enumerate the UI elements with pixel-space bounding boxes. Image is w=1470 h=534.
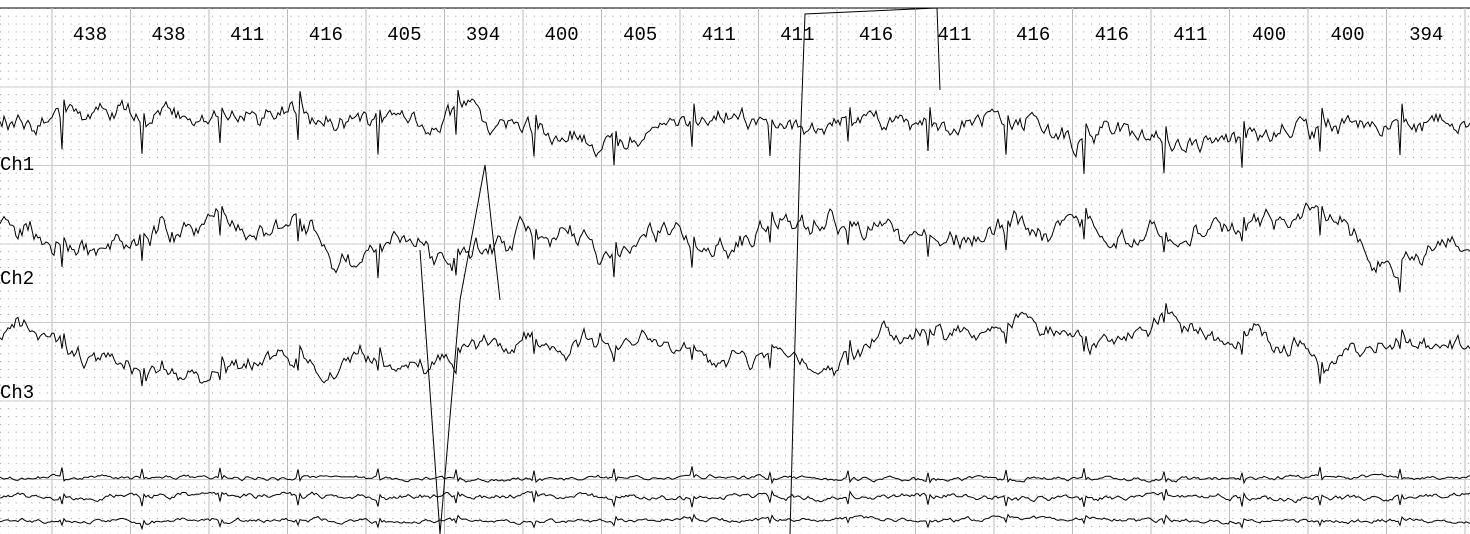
interval-label: 400 <box>1330 24 1364 46</box>
interval-label: 416 <box>1016 24 1050 46</box>
interval-label: 411 <box>780 24 814 46</box>
interval-label: 438 <box>151 24 185 46</box>
interval-label: 416 <box>309 24 343 46</box>
interval-label: 416 <box>859 24 893 46</box>
interval-label: 411 <box>1173 24 1207 46</box>
interval-label: 411 <box>702 24 736 46</box>
interval-label: 411 <box>230 24 264 46</box>
interval-label: 394 <box>466 24 500 46</box>
interval-label: 405 <box>623 24 657 46</box>
trace <box>0 303 1470 387</box>
interval-label: 405 <box>387 24 421 46</box>
channel-label: Ch1 <box>0 154 34 176</box>
interval-labels: 438 438 411 416 405 394 400 405 411 411 416 411 416 4… <box>73 24 1443 46</box>
trace <box>0 466 1470 485</box>
channel-labels: Ch1 Ch2 Ch3 <box>0 154 34 404</box>
interval-label: 400 <box>1252 24 1286 46</box>
major-grid <box>0 8 1470 534</box>
trace <box>0 202 1470 293</box>
trace <box>0 489 1470 508</box>
artifact <box>419 164 501 534</box>
interval-label: 400 <box>544 24 578 46</box>
interval-label: 416 <box>1095 24 1129 46</box>
traces <box>0 7 1470 534</box>
interval-label: 411 <box>937 24 971 46</box>
channel-label: Ch3 <box>0 382 34 404</box>
trace <box>0 513 1470 531</box>
grid <box>0 8 1470 534</box>
trace <box>0 89 1470 174</box>
artifact <box>789 7 941 534</box>
channel-label: Ch2 <box>0 268 34 290</box>
interval-label: 394 <box>1409 24 1443 46</box>
interval-label: 438 <box>73 24 107 46</box>
